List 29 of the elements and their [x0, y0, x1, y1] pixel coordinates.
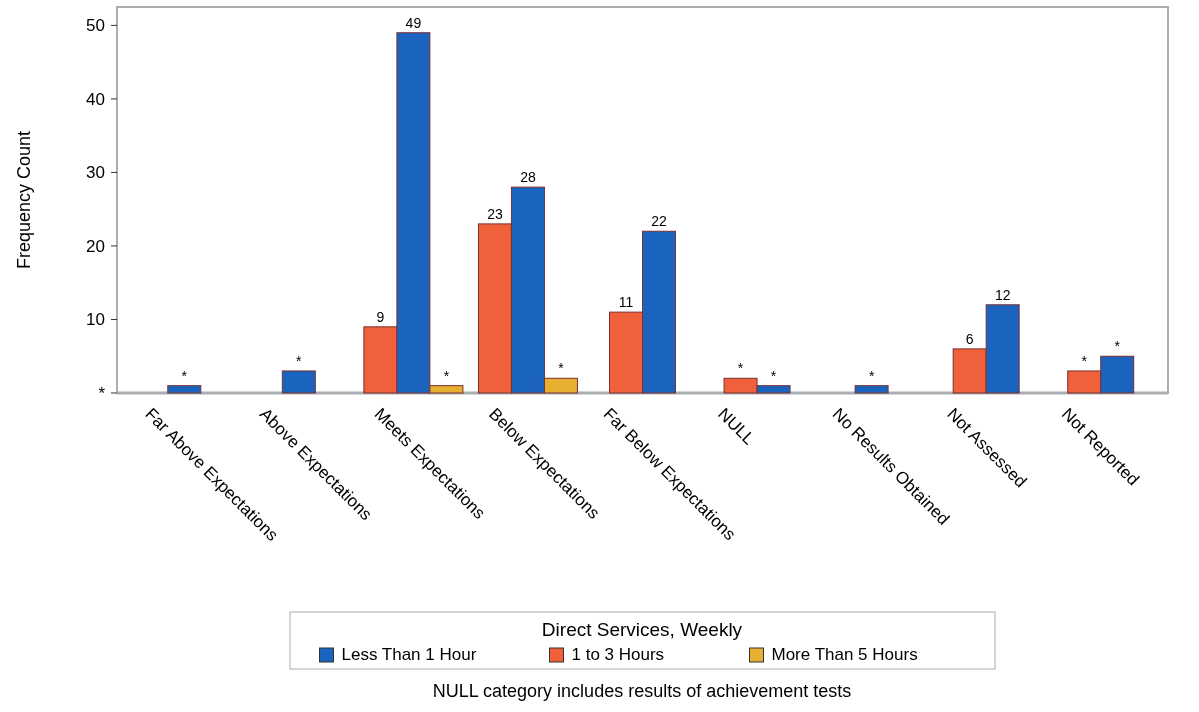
- data-label: *: [737, 360, 744, 377]
- data-label: 28: [520, 169, 536, 186]
- legend-label: Less Than 1 Hour: [341, 645, 477, 664]
- data-label: *: [1081, 352, 1088, 369]
- y-tick-label: 50: [86, 16, 105, 36]
- data-label: *: [558, 360, 565, 377]
- data-label: 22: [651, 213, 667, 230]
- data-label: 11: [618, 294, 634, 311]
- y-tick-label: 20: [86, 236, 105, 256]
- y-tick-label: 40: [86, 89, 105, 109]
- data-label: *: [443, 367, 450, 384]
- data-label: 23: [487, 205, 503, 222]
- data-label: 12: [994, 286, 1011, 303]
- data-label: 9: [376, 308, 385, 325]
- data-label: 6: [965, 330, 974, 347]
- legend-title: Direct Services, Weekly: [541, 619, 743, 640]
- y-tick-label: *: [98, 383, 106, 403]
- data-label: *: [181, 367, 188, 384]
- data-label: *: [296, 352, 303, 369]
- y-tick-label: 10: [86, 310, 105, 330]
- data-label: *: [770, 367, 777, 384]
- data-label: *: [868, 367, 875, 384]
- legend-label: 1 to 3 Hours: [571, 645, 665, 664]
- y-tick-label: 30: [86, 163, 105, 183]
- data-label: 49: [405, 14, 422, 31]
- legend-label: More Than 5 Hours: [771, 645, 918, 664]
- data-label: *: [1114, 338, 1121, 355]
- text: NULL category includes results of achievement tests: [432, 681, 852, 701]
- y-axis-title: Frequency Count: [14, 130, 34, 270]
